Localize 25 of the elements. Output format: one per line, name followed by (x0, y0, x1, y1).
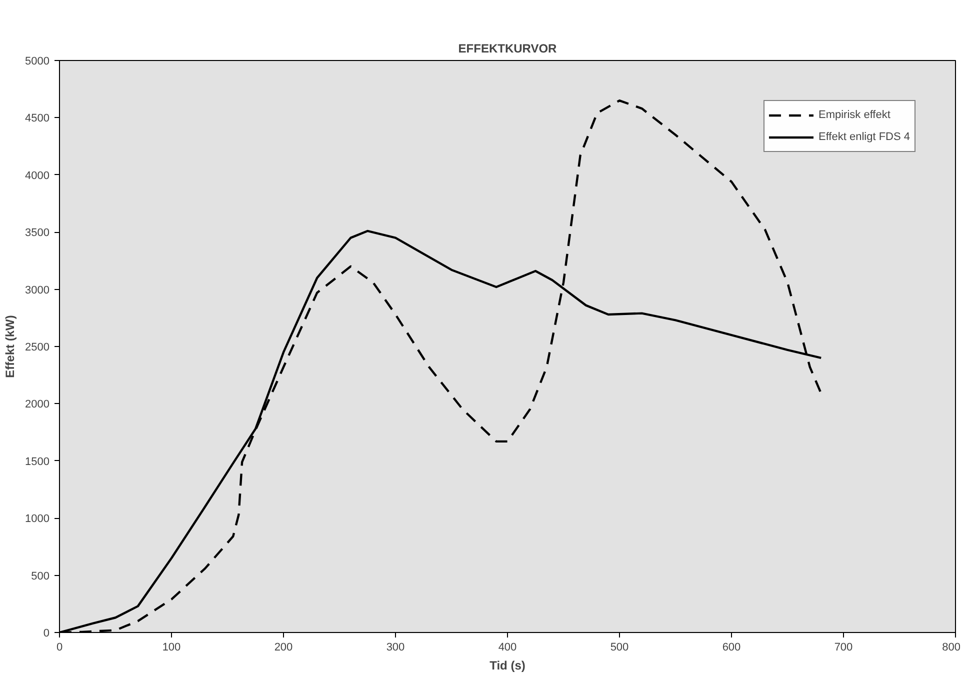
legend-label: Effekt enligt FDS 4 (818, 131, 910, 143)
y-tick-label: 2000 (25, 398, 50, 411)
y-tick-label: 2500 (25, 342, 50, 354)
y-tick-label: 1000 (25, 513, 50, 526)
y-tick-label: 4000 (25, 170, 50, 182)
x-tick-label: 400 (498, 642, 517, 654)
x-axis-title: Tid (s) (490, 658, 526, 672)
y-axis-title: Effekt (kW) (3, 315, 18, 378)
y-tick-label: 4500 (25, 112, 50, 125)
x-tick-label: 200 (274, 642, 293, 654)
x-tick-label: 800 (942, 642, 961, 654)
x-tick-label: 700 (834, 642, 853, 654)
y-tick-label: 5000 (25, 56, 50, 68)
x-tick-label: 100 (162, 642, 181, 654)
y-tick-label: 500 (31, 570, 50, 582)
y-tick-label: 0 (43, 628, 50, 640)
y-tick-label: 3500 (25, 227, 50, 240)
y-tick-label: 3000 (25, 284, 50, 296)
chart-title: EFFEKTKURVOR (458, 42, 558, 56)
legend-label: Empirisk effekt (818, 109, 890, 121)
x-tick-label: 500 (610, 642, 629, 654)
x-tick-label: 600 (722, 642, 741, 654)
x-tick-label: 0 (56, 642, 63, 654)
y-tick-label: 1500 (25, 456, 50, 468)
x-tick-label: 300 (386, 642, 405, 654)
